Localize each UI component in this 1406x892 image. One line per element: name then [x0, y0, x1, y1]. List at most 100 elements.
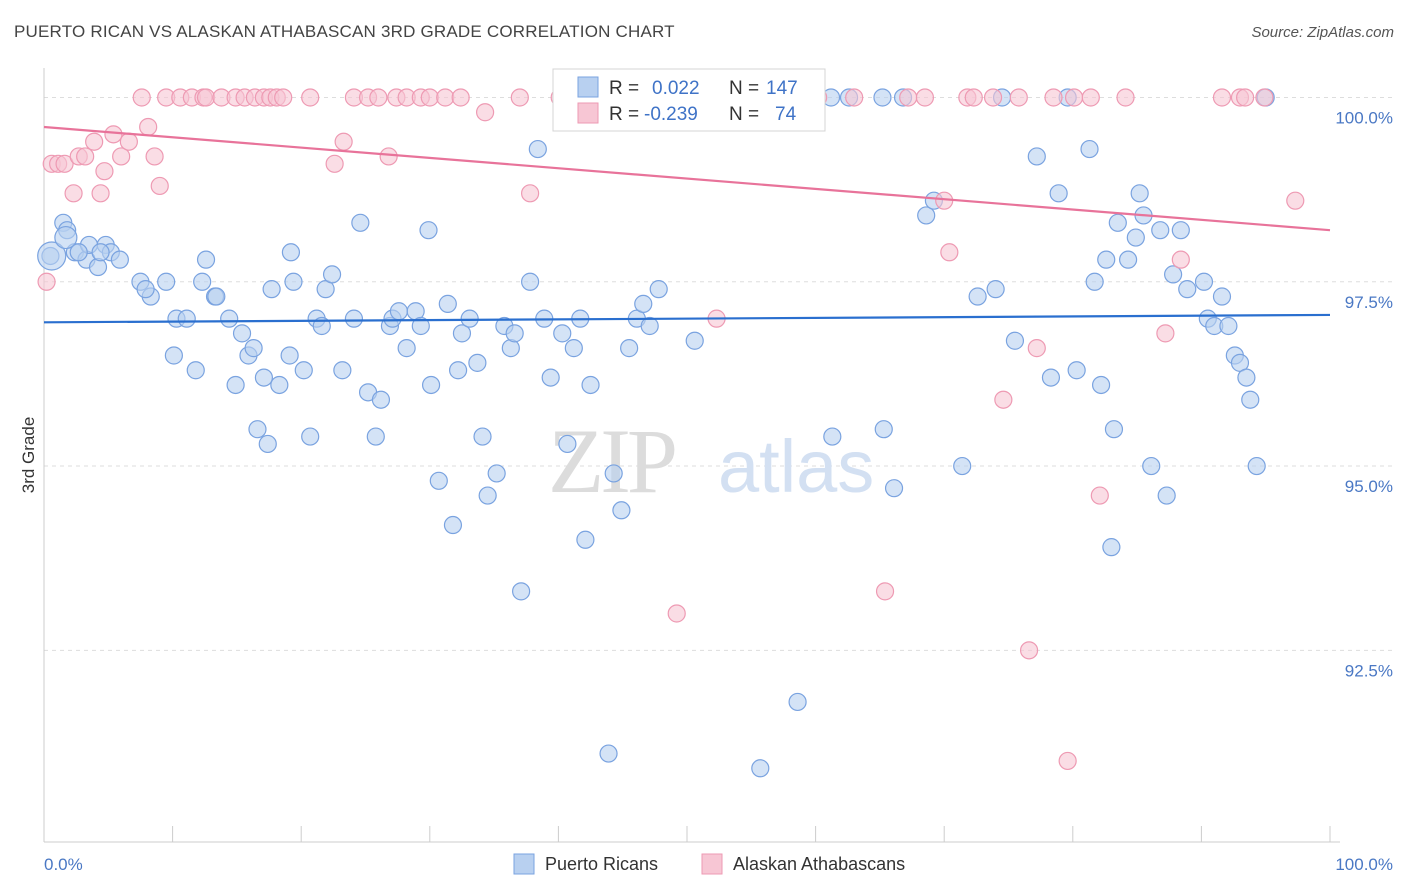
data-point	[1286, 191, 1305, 210]
data-point	[1255, 88, 1274, 107]
data-point	[512, 582, 531, 601]
data-point	[85, 132, 104, 151]
data-point	[248, 420, 267, 439]
data-point	[1118, 250, 1138, 269]
data-point	[301, 88, 320, 107]
data-point	[419, 221, 438, 240]
legend-n-label-1: N =	[729, 78, 759, 99]
data-point	[226, 375, 245, 395]
data-point	[274, 88, 293, 107]
data-point	[451, 88, 470, 107]
data-point	[69, 243, 88, 262]
y-tick-label: 95.0%	[1345, 477, 1393, 496]
data-point	[1108, 213, 1127, 232]
data-point	[438, 294, 457, 313]
data-point	[1104, 420, 1124, 439]
data-point	[333, 361, 352, 380]
data-point	[284, 272, 303, 291]
data-point	[334, 132, 353, 151]
data-point	[1049, 184, 1068, 203]
data-point	[1171, 221, 1190, 240]
legend-r-label-2: R =	[609, 104, 639, 125]
data-point	[873, 88, 892, 107]
data-point	[411, 316, 430, 336]
data-point	[91, 243, 110, 262]
data-point	[110, 250, 129, 269]
data-point	[884, 479, 904, 498]
data-point	[322, 265, 342, 284]
data-point	[270, 375, 289, 395]
data-point	[325, 154, 344, 173]
data-point	[528, 139, 547, 159]
data-point	[1126, 228, 1145, 247]
data-point	[193, 272, 212, 291]
data-point	[55, 154, 74, 173]
data-point	[429, 471, 448, 490]
data-point	[220, 309, 239, 328]
bottom-legend-swatch-pink	[701, 853, 723, 875]
data-point	[1247, 456, 1266, 476]
data-point	[139, 117, 158, 137]
data-point	[254, 368, 274, 387]
data-point	[649, 280, 668, 299]
data-point	[281, 243, 301, 262]
data-point	[468, 353, 487, 372]
data-point	[91, 184, 110, 203]
data-point	[371, 390, 391, 409]
data-point	[421, 375, 441, 395]
data-point	[351, 213, 370, 232]
data-point	[505, 324, 524, 343]
data-point	[150, 176, 169, 196]
data-point	[986, 280, 1005, 299]
data-point	[564, 339, 583, 358]
data-point	[1219, 316, 1238, 336]
data-point	[1090, 486, 1109, 505]
data-point	[37, 272, 56, 291]
data-point	[448, 361, 468, 380]
y-axis-title: 3rd Grade	[19, 417, 38, 494]
data-point	[64, 184, 83, 203]
data-point	[95, 162, 114, 181]
data-point	[186, 361, 205, 380]
y-tick-labels: 92.5% 95.0% 97.5% 100.0%	[1335, 108, 1393, 680]
data-point	[634, 294, 653, 313]
data-point	[599, 744, 618, 763]
data-point	[1171, 250, 1190, 269]
data-point	[132, 88, 151, 107]
data-point	[294, 361, 313, 380]
data-point	[1044, 88, 1063, 107]
data-point	[460, 309, 479, 328]
data-point	[1019, 641, 1039, 660]
data-point	[915, 88, 935, 107]
watermark-zip: ZIP	[548, 410, 675, 512]
data-point	[1241, 390, 1260, 409]
data-point	[1091, 375, 1111, 395]
correlation-legend: R = 0.022 N = 147 R = -0.239 N = 74	[552, 68, 826, 132]
x-tick-label-max: 100.0%	[1335, 855, 1393, 874]
data-point	[76, 147, 95, 166]
data-point	[1212, 88, 1232, 107]
legend-swatch-pink	[577, 102, 599, 124]
legend-r-label-1: R =	[609, 78, 639, 99]
legend-r-value-2: -0.239	[644, 104, 698, 125]
data-point	[366, 427, 385, 446]
chart-source: Source: ZipAtlas.com	[1251, 24, 1394, 41]
data-point	[104, 125, 123, 144]
data-point	[262, 280, 281, 299]
data-point	[576, 530, 595, 549]
data-point	[1067, 361, 1086, 380]
data-point	[788, 692, 807, 712]
data-point	[1164, 265, 1183, 284]
data-point	[1064, 88, 1084, 107]
data-point-cluster	[54, 225, 78, 250]
data-point	[136, 280, 155, 299]
data-point	[196, 88, 216, 107]
data-point	[196, 250, 216, 269]
data-point	[940, 243, 959, 262]
data-point	[232, 324, 252, 343]
data-point	[369, 88, 388, 107]
data-point	[164, 346, 183, 365]
y-tick-label: 97.5%	[1345, 293, 1393, 312]
data-point	[521, 184, 540, 203]
